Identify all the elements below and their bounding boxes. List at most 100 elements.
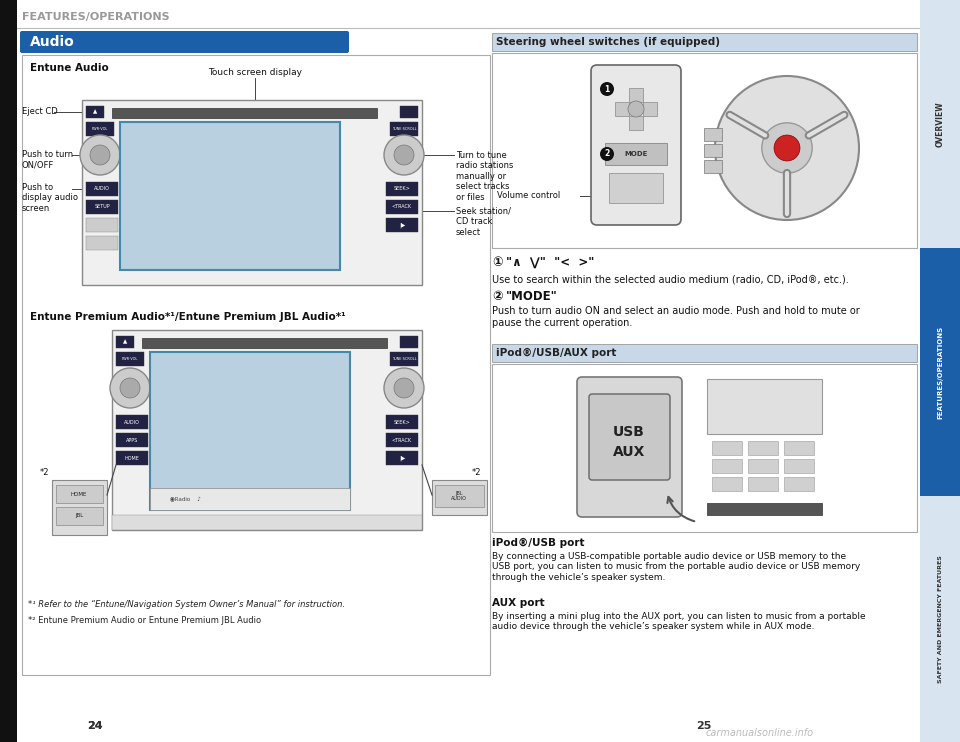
Bar bbox=[784, 477, 814, 491]
Circle shape bbox=[762, 122, 812, 173]
Text: "∧  ⋁"  "<  >": "∧ ⋁" "< >" bbox=[506, 256, 594, 269]
Text: Push to turn audio ON and select an audio mode. Push and hold to mute or
pause t: Push to turn audio ON and select an audi… bbox=[492, 306, 860, 328]
Text: "MODE": "MODE" bbox=[506, 290, 558, 303]
Bar bbox=[386, 433, 418, 447]
Bar bbox=[920, 496, 960, 742]
Text: SEEK>: SEEK> bbox=[394, 419, 410, 424]
Bar bbox=[615, 102, 629, 116]
Bar bbox=[712, 477, 742, 491]
Text: ▲: ▲ bbox=[123, 340, 127, 344]
Text: Push to
display audio
screen: Push to display audio screen bbox=[22, 183, 78, 213]
Bar bbox=[920, 248, 960, 496]
Text: TUNE·SCROLL: TUNE·SCROLL bbox=[392, 357, 417, 361]
Text: By inserting a mini plug into the AUX port, you can listen to music from a porta: By inserting a mini plug into the AUX po… bbox=[492, 612, 866, 631]
Bar bbox=[150, 488, 350, 510]
Text: *2: *2 bbox=[472, 468, 482, 477]
Text: 2: 2 bbox=[605, 149, 610, 159]
Bar bbox=[86, 122, 114, 136]
Bar bbox=[86, 236, 118, 250]
Text: iPod®/USB/AUX port: iPod®/USB/AUX port bbox=[496, 348, 616, 358]
Bar bbox=[86, 106, 104, 118]
Bar bbox=[86, 182, 118, 196]
Circle shape bbox=[394, 145, 414, 165]
Bar bbox=[748, 459, 778, 473]
Bar bbox=[704, 160, 722, 173]
Text: ◉Radio    ♪: ◉Radio ♪ bbox=[170, 496, 201, 502]
Circle shape bbox=[600, 82, 614, 96]
Text: Touch screen display: Touch screen display bbox=[208, 68, 302, 77]
Bar bbox=[386, 182, 418, 196]
Circle shape bbox=[715, 76, 859, 220]
Bar bbox=[52, 480, 107, 535]
Circle shape bbox=[628, 101, 644, 117]
Bar bbox=[116, 433, 148, 447]
Text: JBL
AUDIO: JBL AUDIO bbox=[451, 490, 467, 502]
Bar bbox=[712, 459, 742, 473]
Text: *2: *2 bbox=[40, 468, 50, 477]
Circle shape bbox=[384, 135, 424, 175]
Text: SETUP: SETUP bbox=[94, 205, 109, 209]
Bar bbox=[920, 0, 960, 248]
Text: |▶: |▶ bbox=[398, 223, 405, 228]
Bar bbox=[56, 485, 103, 503]
Circle shape bbox=[80, 135, 120, 175]
Text: Use to search within the selected audio medium (radio, CD, iPod®, etc.).: Use to search within the selected audio … bbox=[492, 274, 849, 284]
Bar bbox=[643, 102, 657, 116]
Circle shape bbox=[384, 368, 424, 408]
Bar bbox=[704, 144, 722, 157]
Text: APPS: APPS bbox=[126, 438, 138, 442]
Text: AUX: AUX bbox=[612, 445, 645, 459]
Bar bbox=[56, 507, 103, 525]
Bar bbox=[112, 515, 422, 530]
Text: Volume control: Volume control bbox=[497, 191, 561, 200]
Bar bbox=[386, 218, 418, 232]
FancyBboxPatch shape bbox=[20, 31, 349, 53]
Bar bbox=[492, 344, 917, 362]
Bar bbox=[492, 364, 917, 532]
Bar bbox=[150, 352, 350, 510]
Text: AUDIO: AUDIO bbox=[94, 186, 110, 191]
Text: carmanualsonline.info: carmanualsonline.info bbox=[706, 728, 814, 738]
Bar bbox=[707, 379, 822, 434]
Text: Steering wheel switches (if equipped): Steering wheel switches (if equipped) bbox=[496, 37, 720, 47]
Bar bbox=[142, 338, 387, 348]
Text: Entune Premium Audio*¹/Entune Premium JBL Audio*¹: Entune Premium Audio*¹/Entune Premium JB… bbox=[30, 312, 346, 322]
Bar bbox=[704, 128, 722, 141]
Bar bbox=[86, 200, 118, 214]
Circle shape bbox=[110, 368, 150, 408]
Bar bbox=[386, 200, 418, 214]
Text: AUDIO: AUDIO bbox=[124, 419, 140, 424]
Text: OVERVIEW: OVERVIEW bbox=[935, 101, 945, 147]
Bar bbox=[116, 336, 134, 348]
Text: JBL: JBL bbox=[75, 513, 84, 519]
Bar bbox=[390, 122, 418, 136]
Text: FEATURES/OPERATIONS: FEATURES/OPERATIONS bbox=[937, 326, 943, 418]
Bar bbox=[116, 415, 148, 429]
Bar bbox=[82, 100, 422, 285]
Bar bbox=[712, 441, 742, 455]
Bar bbox=[707, 503, 822, 515]
Bar bbox=[112, 330, 422, 530]
Bar bbox=[112, 108, 377, 118]
FancyBboxPatch shape bbox=[591, 65, 681, 225]
Bar bbox=[492, 53, 917, 248]
Circle shape bbox=[774, 135, 800, 161]
FancyBboxPatch shape bbox=[589, 394, 670, 480]
Circle shape bbox=[600, 147, 614, 161]
Text: MODE: MODE bbox=[624, 151, 648, 157]
Bar bbox=[435, 485, 484, 507]
Bar bbox=[629, 116, 643, 130]
Circle shape bbox=[120, 378, 140, 398]
Text: PWR·VOL: PWR·VOL bbox=[92, 127, 108, 131]
Bar bbox=[116, 451, 148, 465]
Text: ▲: ▲ bbox=[93, 110, 97, 114]
Text: 1: 1 bbox=[605, 85, 610, 93]
Text: PWR·VOL: PWR·VOL bbox=[122, 357, 138, 361]
Bar bbox=[116, 352, 144, 366]
Text: <TRACK: <TRACK bbox=[392, 438, 412, 442]
Text: iPod®/USB port: iPod®/USB port bbox=[492, 538, 585, 548]
Text: USB: USB bbox=[613, 425, 645, 439]
Bar bbox=[400, 106, 418, 118]
Bar bbox=[400, 336, 418, 348]
Text: AUX port: AUX port bbox=[492, 598, 544, 608]
